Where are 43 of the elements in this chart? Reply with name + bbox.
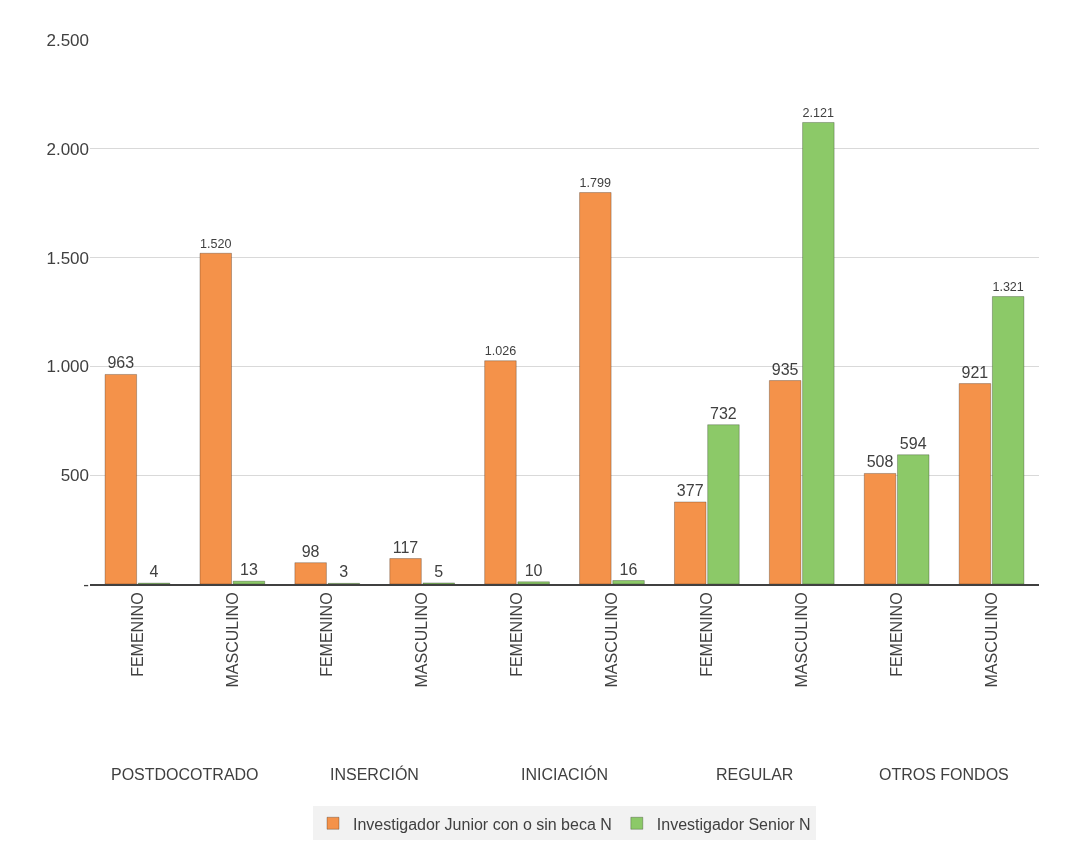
x-tick-label: MASCULINO [223,592,241,688]
x-tick-label: MASCULINO [413,592,431,688]
x-tick-label: MASCULINO [792,592,810,688]
text: POSTDOCOTRADO [111,766,259,783]
data-label: 935 [771,360,799,378]
y-tick-label: 1.500 [46,248,89,268]
text: INSERCIÓN [330,765,419,783]
data-label: 594 [899,434,927,452]
x-tick-label: FEMENINO [128,592,146,677]
data-label: 963 [107,354,135,372]
data-label: 732 [710,404,737,422]
data-label: 377 [676,481,704,499]
data-label: 1.520 [199,236,232,251]
x-tick-label: FEMENINO [318,592,336,677]
data-label: 16 [619,560,638,578]
y-tick-label: 500 [60,466,89,486]
data-label: 117 [392,538,419,556]
data-label: 5 [434,562,444,580]
text: OTROS FONDOS [879,766,1009,783]
data-label: 1.799 [579,176,612,191]
legend-label: Investigador Junior con o sin beca N [353,815,612,833]
y-tick-label: 2.500 [46,30,89,50]
x-tick-label: MASCULINO [603,592,621,688]
data-label: 4 [149,563,159,581]
text: INICIACIÓN [521,765,609,783]
data-label: 10 [524,561,543,579]
data-label: 1.026 [484,344,517,359]
legend-label: Investigador Senior N [656,815,811,833]
data-label: 13 [240,561,258,579]
text: REGULAR [716,766,794,783]
data-label: 1.321 [992,280,1024,295]
data-label: 2.121 [802,106,835,121]
data-label: 508 [866,453,894,471]
x-tick-label: FEMENINO [887,592,905,677]
data-label: 3 [339,563,349,581]
y-tick-label: 1.000 [46,357,89,377]
x-tick-label: MASCULINO [982,592,1000,688]
x-tick-label: FEMENINO [698,592,716,677]
data-label: 98 [301,542,320,560]
data-label: 921 [961,363,989,381]
y-tick-label: 2.000 [46,139,89,159]
y-tick-label: - [83,574,89,594]
x-tick-label: FEMENINO [508,592,526,677]
